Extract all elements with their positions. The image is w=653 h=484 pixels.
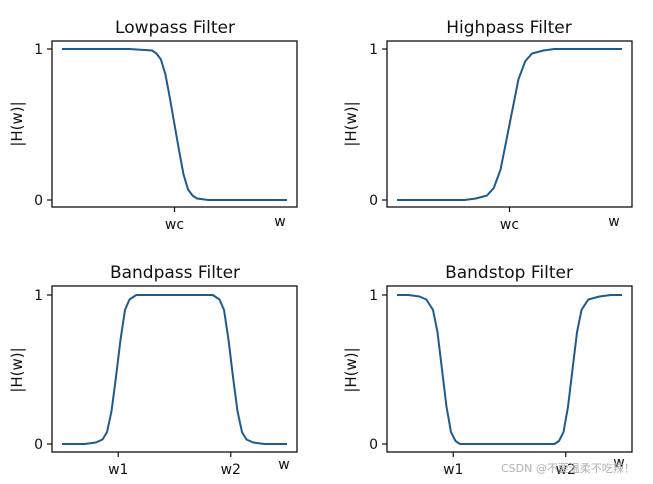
plot-frame <box>386 40 633 208</box>
y-tick-label: 0 <box>34 437 43 453</box>
x-tick-label: wc <box>500 217 519 233</box>
x-tick-label: w2 <box>221 462 241 478</box>
chart-title: Bandpass Filter <box>110 263 240 283</box>
subplot-highpass: Highpass Filter |H(w)| w 0 1 wc <box>342 18 633 233</box>
series-line <box>397 48 622 201</box>
y-tick-label: 1 <box>369 288 378 304</box>
x-tick-label: w1 <box>443 462 463 478</box>
series-line <box>397 294 622 445</box>
y-tick-label: 0 <box>34 193 43 209</box>
subplot-bandstop: Bandstop Filter |H(w)| w 0 1 w1 w2 <box>342 263 633 478</box>
ticks: 0 1 wc <box>34 42 184 233</box>
chart-title: Bandstop Filter <box>445 263 573 283</box>
subplot-bandpass: Bandpass Filter |H(w)| w 0 1 w1 w2 <box>8 263 298 478</box>
chart-title: Highpass Filter <box>446 18 572 38</box>
y-tick-label: 0 <box>369 437 378 453</box>
x-tick-label: wc <box>165 217 184 233</box>
y-tick-label: 1 <box>34 288 43 304</box>
y-axis-label: |H(w)| <box>8 347 26 392</box>
x-axis-label: w <box>274 214 285 230</box>
ticks: 0 1 w1 w2 <box>34 288 241 478</box>
watermark: CSDN @不要温柔不吃辣！ <box>501 461 635 475</box>
plot-frame <box>51 285 298 453</box>
series-line <box>62 48 287 201</box>
chart-title: Lowpass Filter <box>115 18 235 38</box>
x-tick-label: w2 <box>556 462 576 478</box>
ticks: 0 1 w1 w2 <box>369 288 576 478</box>
plot-frame <box>51 40 298 208</box>
plot-frame <box>386 285 633 453</box>
y-tick-label: 1 <box>34 42 43 58</box>
ticks: 0 1 wc <box>369 42 519 233</box>
subplot-lowpass: Lowpass Filter |H(w)| w 0 1 wc <box>8 18 298 233</box>
y-axis-label: |H(w)| <box>342 347 360 392</box>
series-line <box>62 294 287 445</box>
x-axis-label: w <box>608 214 619 230</box>
y-axis-label: |H(w)| <box>342 101 360 146</box>
y-axis-label: |H(w)| <box>8 101 26 146</box>
y-tick-label: 1 <box>369 42 378 58</box>
y-tick-label: 0 <box>369 193 378 209</box>
x-axis-label: w <box>278 457 289 473</box>
x-axis-label: w <box>613 455 624 471</box>
x-tick-label: w1 <box>108 462 128 478</box>
